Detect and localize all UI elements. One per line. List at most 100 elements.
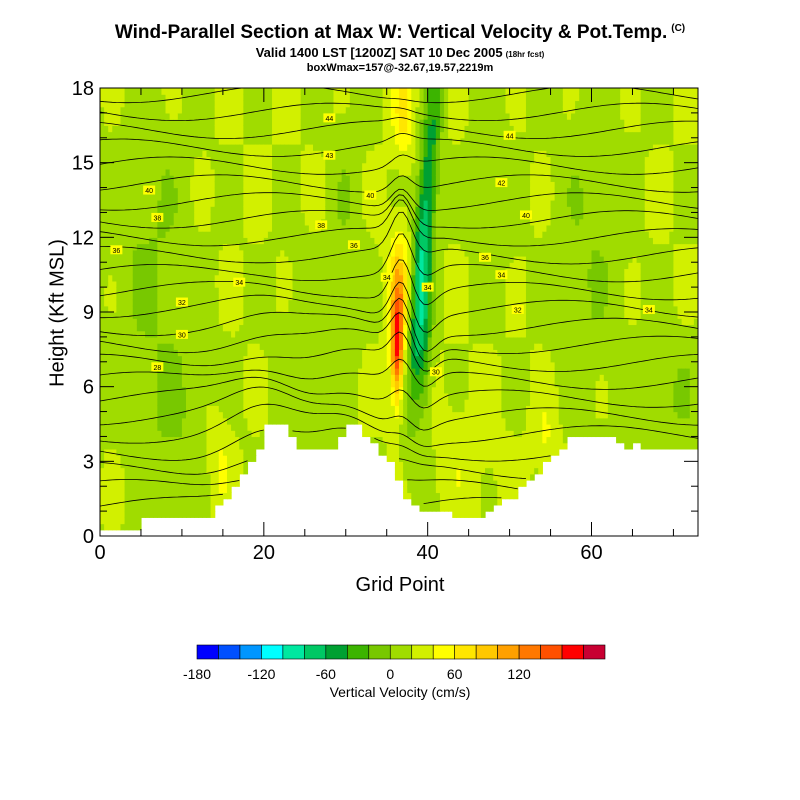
- velocity-cell: [218, 94, 224, 102]
- velocity-cell: [419, 299, 425, 307]
- velocity-cell: [280, 206, 285, 214]
- velocity-cell: [345, 324, 351, 332]
- velocity-cell: [317, 237, 322, 245]
- velocity-cell: [222, 461, 228, 469]
- velocity-cell: [116, 417, 122, 425]
- velocity-cell: [124, 106, 130, 114]
- velocity-cell: [280, 349, 285, 357]
- velocity-cell: [390, 455, 396, 462]
- velocity-cell: [284, 168, 290, 176]
- velocity-cell: [247, 343, 253, 350]
- velocity-cell: [140, 405, 146, 413]
- velocity-cell: [407, 436, 412, 444]
- velocity-cell: [243, 218, 249, 226]
- velocity-cell: [145, 100, 150, 108]
- velocity-cell: [382, 374, 388, 382]
- velocity-cell: [419, 224, 425, 232]
- velocity-cell: [411, 405, 416, 413]
- velocity-cell: [190, 125, 195, 133]
- velocity-cell: [362, 218, 367, 226]
- velocity-cell: [169, 274, 175, 282]
- velocity-cell: [259, 424, 265, 431]
- velocity-cell: [226, 299, 232, 307]
- velocity-cell: [132, 299, 138, 307]
- velocity-cell: [235, 361, 240, 369]
- velocity-cell: [214, 156, 220, 164]
- velocity-cell: [415, 168, 421, 176]
- velocity-cell: [288, 137, 294, 145]
- velocity-cell: [304, 399, 310, 406]
- velocity-cell: [304, 349, 310, 357]
- velocity-cell: [214, 486, 220, 494]
- velocity-cell: [132, 88, 138, 95]
- velocity-cell: [280, 156, 285, 164]
- velocity-cell: [177, 218, 183, 226]
- velocity-cell: [186, 168, 191, 176]
- velocity-cell: [263, 88, 269, 95]
- velocity-cell: [149, 175, 154, 182]
- velocity-cell: [202, 318, 208, 326]
- velocity-cell: [374, 305, 380, 313]
- velocity-cell: [132, 480, 138, 487]
- velocity-cell: [255, 312, 261, 319]
- velocity-cell: [411, 287, 416, 294]
- velocity-cell: [173, 94, 179, 102]
- velocity-cell: [231, 200, 236, 207]
- velocity-cell: [243, 94, 249, 102]
- velocity-cell: [349, 162, 355, 170]
- velocity-cell: [353, 343, 359, 350]
- velocity-cell: [300, 343, 306, 350]
- velocity-cell: [333, 187, 339, 195]
- velocity-cell: [116, 430, 122, 438]
- velocity-cell: [255, 224, 261, 232]
- velocity-cell: [362, 305, 367, 313]
- velocity-cell: [362, 324, 367, 332]
- velocity-cell: [116, 392, 122, 400]
- velocity-cell: [255, 100, 261, 108]
- velocity-cell: [165, 119, 171, 126]
- velocity-cell: [198, 299, 203, 307]
- velocity-cell: [128, 131, 134, 139]
- velocity-cell: [145, 492, 150, 500]
- velocity-cell: [284, 262, 290, 270]
- velocity-cell: [374, 162, 380, 170]
- velocity-cell: [149, 318, 154, 326]
- velocity-cell: [407, 486, 412, 494]
- velocity-cell: [407, 455, 412, 462]
- velocity-cell: [108, 206, 113, 214]
- velocity-cell: [419, 206, 425, 214]
- velocity-cell: [300, 206, 306, 214]
- velocity-cell: [145, 168, 150, 176]
- velocity-cell: [345, 262, 351, 270]
- velocity-cell: [145, 399, 150, 406]
- velocity-cell: [120, 467, 126, 475]
- velocity-cell: [259, 206, 265, 214]
- velocity-cell: [194, 324, 199, 332]
- velocity-cell: [272, 137, 277, 145]
- velocity-cell: [321, 411, 326, 419]
- velocity-cell: [186, 442, 191, 450]
- velocity-cell: [231, 237, 236, 245]
- velocity-cell: [296, 368, 302, 375]
- velocity-cell: [140, 424, 146, 431]
- velocity-cell: [198, 131, 203, 139]
- velocity-cell: [362, 206, 367, 214]
- velocity-cell: [386, 305, 392, 313]
- velocity-cell: [132, 193, 138, 201]
- velocity-cell: [349, 88, 355, 95]
- velocity-cell: [124, 374, 130, 382]
- velocity-cell: [173, 442, 179, 450]
- velocity-cell: [177, 355, 183, 363]
- velocity-cell: [149, 411, 154, 419]
- velocity-cell: [186, 150, 191, 158]
- velocity-cell: [153, 349, 158, 357]
- velocity-cell: [370, 206, 376, 214]
- velocity-cell: [177, 125, 183, 133]
- velocity-cell: [186, 94, 191, 102]
- velocity-cell: [104, 131, 109, 139]
- velocity-cell: [407, 405, 412, 413]
- velocity-cell: [382, 442, 388, 450]
- velocity-cell: [100, 131, 105, 139]
- velocity-cell: [235, 218, 240, 226]
- velocity-cell: [214, 324, 220, 332]
